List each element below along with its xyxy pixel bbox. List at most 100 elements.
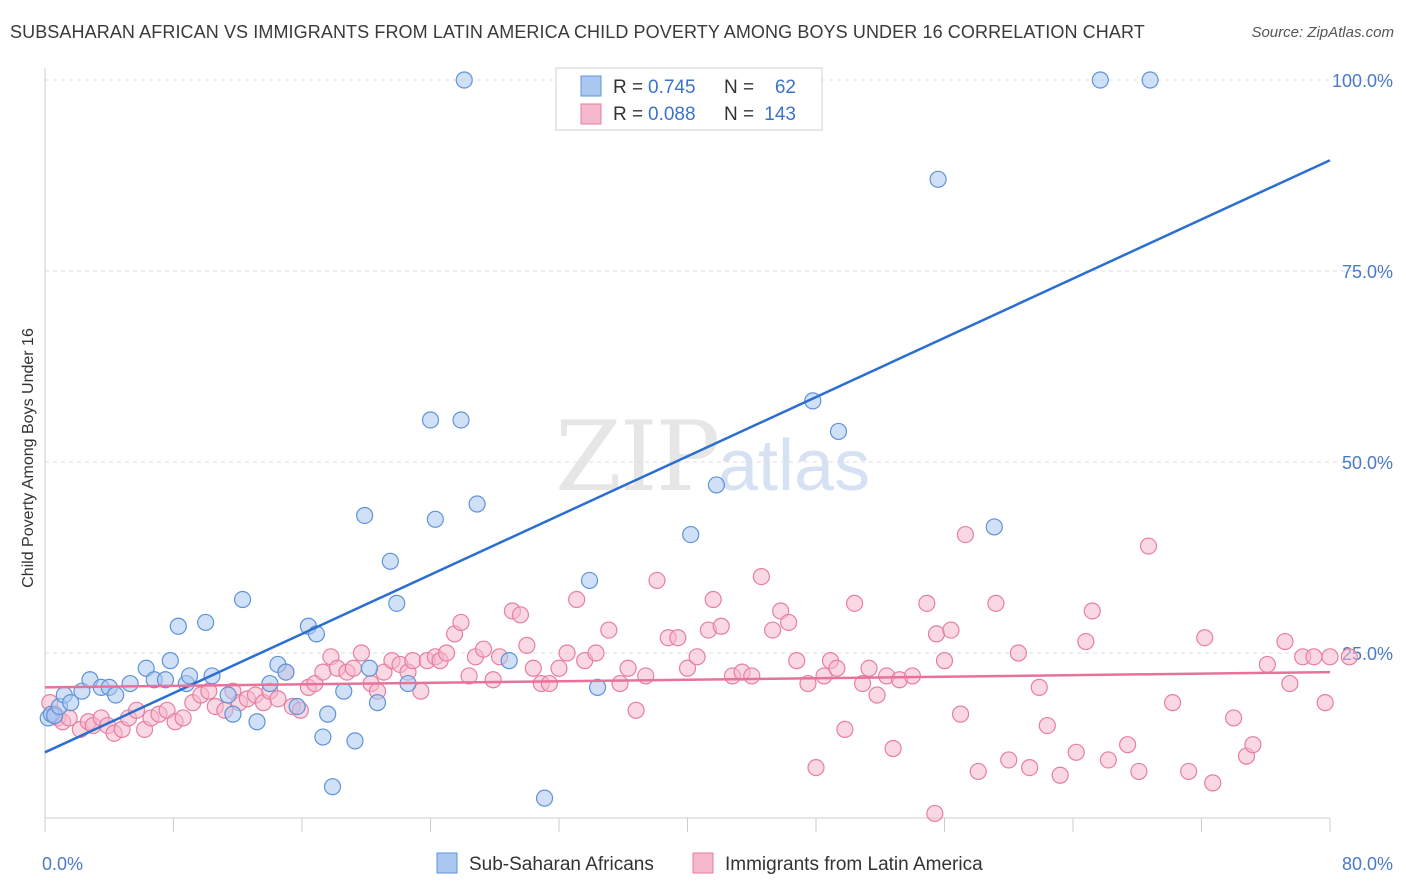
latin-america-point-59 <box>474 640 493 658</box>
latin-america-point-80 <box>669 629 687 647</box>
legend-r-value-1: 0.088 <box>648 104 696 125</box>
subsaharan-point-5 <box>62 694 80 712</box>
subsaharan-point-51 <box>682 525 700 544</box>
bottom-legend-swatch-blue <box>436 852 458 874</box>
latin-america-point-90 <box>764 621 782 639</box>
subsaharan-point-48 <box>535 789 554 807</box>
latin-america-point-85 <box>712 617 730 635</box>
latin-america-point-109 <box>927 625 946 643</box>
latin-america-point-75 <box>619 659 637 677</box>
latin-america-point-102 <box>860 659 878 677</box>
latin-america-point-60 <box>484 671 502 689</box>
latin-america-point-133 <box>1225 709 1243 727</box>
latin-america-point-137 <box>1276 632 1294 651</box>
y-tick-labels: 25.0%50.0%75.0%100.0% <box>1332 71 1393 664</box>
latin-america-point-76 <box>627 701 645 719</box>
legend-swatch-blue <box>580 75 602 97</box>
subsaharan-point-33 <box>323 778 342 796</box>
latin-america-point-88 <box>743 667 761 685</box>
subsaharan-point-42 <box>421 411 440 429</box>
latin-america-point-78 <box>648 571 666 590</box>
bottom-legend-label-0: Sub-Saharan Africans <box>469 854 654 875</box>
latin-america-point-101 <box>853 674 872 693</box>
subsaharan-point-45 <box>455 71 473 89</box>
latin-america-point-67 <box>540 674 558 693</box>
legend-r-label-1: R = <box>613 104 643 125</box>
x-tick-label-1: 80.0% <box>1342 854 1393 874</box>
latin-america-point-105 <box>884 739 902 758</box>
subsaharan-point-56 <box>985 518 1003 536</box>
latin-america-point-142 <box>1321 648 1339 666</box>
subsaharan-point-58 <box>1141 71 1159 89</box>
latin-america-point-93 <box>788 652 806 670</box>
latin-america-point-125 <box>1099 751 1117 769</box>
latin-america-point-19 <box>174 709 192 727</box>
latin-america-point-120 <box>1038 716 1056 735</box>
latin-america-point-70 <box>568 590 586 609</box>
y-tick-label-3: 100.0% <box>1332 71 1393 91</box>
subsaharan-point-38 <box>368 694 387 712</box>
subsaharan-point-44 <box>452 411 470 429</box>
latin-america-point-103 <box>868 686 886 704</box>
source-label: Source: ZipAtlas.com <box>1251 24 1394 41</box>
latin-america-point-98 <box>828 659 846 677</box>
latin-america-point-92 <box>780 613 798 632</box>
latin-america-point-135 <box>1244 736 1262 754</box>
subsaharan-point-22 <box>224 705 242 723</box>
latin-america-point-108 <box>918 594 936 612</box>
x-tick-label-0: 0.0% <box>42 854 83 874</box>
subsaharan-point-39 <box>381 552 399 570</box>
latin-america-point-121 <box>1051 766 1069 784</box>
watermark-atlas: atlas <box>718 426 870 506</box>
latin-america-point-118 <box>1021 758 1039 777</box>
watermark-zip: ZIP <box>555 401 718 513</box>
subsaharan-point-16 <box>169 617 187 635</box>
subsaharan-point-36 <box>356 506 374 525</box>
subsaharan-point-27 <box>277 663 295 681</box>
latin-america-point-74 <box>611 674 629 693</box>
subsaharan-point-28 <box>288 697 306 716</box>
latin-america-point-31 <box>269 690 287 708</box>
y-tick-label-1: 50.0% <box>1342 453 1393 473</box>
latin-america-point-113 <box>956 525 974 544</box>
legend-n-label-1: N = <box>724 104 754 125</box>
subsaharan-point-14 <box>156 671 175 689</box>
latin-america-point-126 <box>1119 736 1137 754</box>
axes <box>44 68 1331 832</box>
trend-line-latin-america <box>44 670 1331 689</box>
subsaharan-point-32 <box>319 705 337 723</box>
latin-america-point-140 <box>1305 648 1323 666</box>
subsaharan-point-50 <box>588 678 607 696</box>
latin-america-point-84 <box>704 590 722 609</box>
latin-america-point-95 <box>807 758 825 777</box>
latin-america-point-65 <box>524 659 542 677</box>
latin-america-point-131 <box>1196 629 1214 647</box>
latin-america-point-89 <box>752 567 770 586</box>
subsaharan-point-10 <box>107 686 125 704</box>
bottom-legend-swatch-pink <box>692 852 714 874</box>
latin-america-point-112 <box>951 705 970 723</box>
subsaharan-point-54 <box>829 422 848 441</box>
latin-america-point-99 <box>836 720 854 739</box>
latin-america-point-82 <box>688 648 706 666</box>
subsaharan-point-57 <box>1091 71 1109 89</box>
latin-america-point-122 <box>1067 743 1085 761</box>
subsaharan-point-15 <box>161 652 179 670</box>
subsaharan-point-34 <box>335 682 353 700</box>
latin-america-point-54 <box>437 644 456 662</box>
latin-america-point-111 <box>942 621 960 639</box>
subsaharan-point-21 <box>219 686 237 704</box>
latin-america-point-96 <box>815 667 833 685</box>
legend-n-value-1: 143 <box>764 104 796 125</box>
latin-america-point-129 <box>1163 694 1182 712</box>
subsaharan-point-23 <box>233 590 252 609</box>
latin-america-point-123 <box>1077 632 1095 651</box>
subsaharan-point-24 <box>248 713 266 731</box>
subsaharan-point-47 <box>500 652 518 670</box>
chart-title: SUBSAHARAN AFRICAN VS IMMIGRANTS FROM LA… <box>10 22 1145 42</box>
latin-america-point-143 <box>1340 648 1358 666</box>
legend-r-label-0: R = <box>613 77 643 98</box>
latin-america-point-49 <box>404 652 422 670</box>
latin-america-point-128 <box>1139 537 1158 555</box>
bottom-legend: Sub-Saharan Africans Immigrants from Lat… <box>436 852 983 875</box>
